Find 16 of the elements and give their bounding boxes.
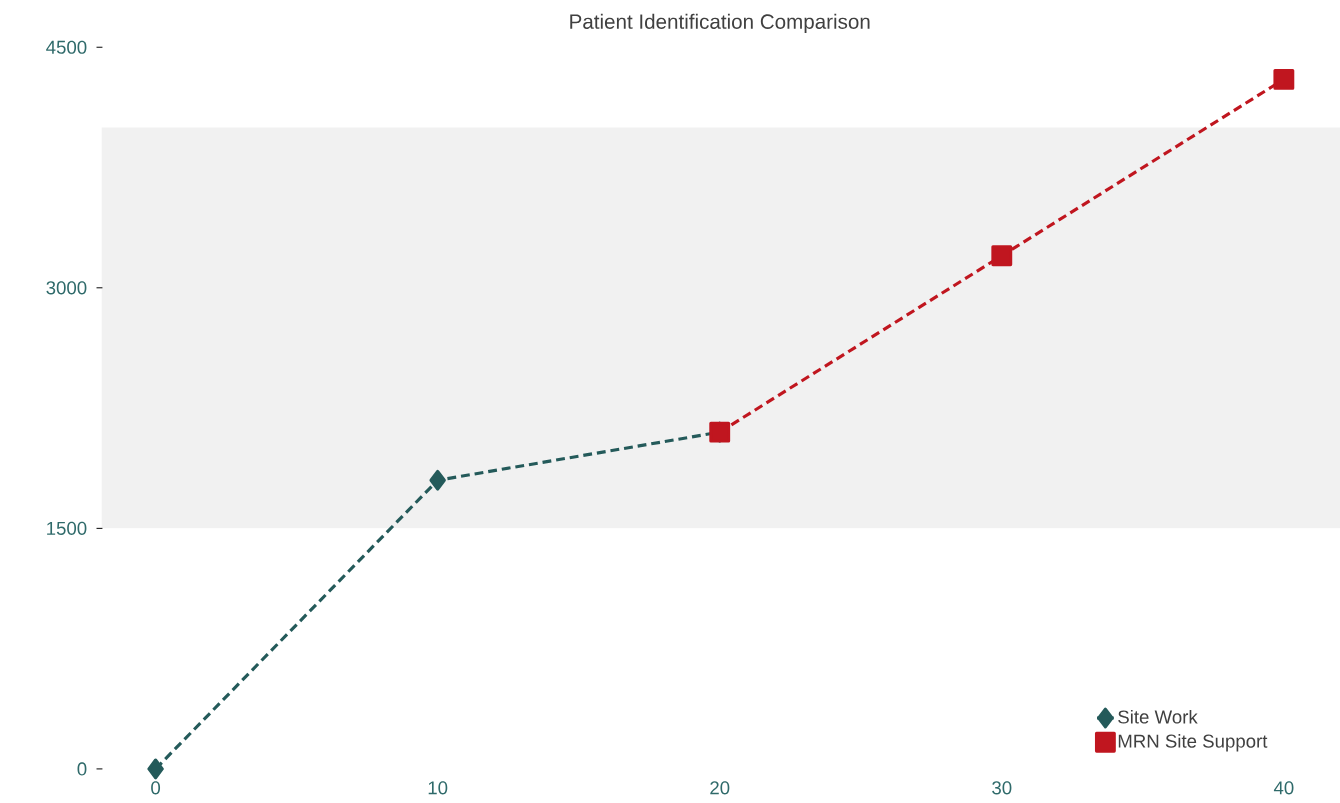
x-tick-label: 20 (710, 781, 730, 795)
legend-label: Site Work (1118, 709, 1198, 724)
x-tick-label: 40 (1273, 781, 1294, 795)
point (991, 245, 1013, 266)
legend-label: MRN Site Support (1118, 733, 1268, 752)
point (147, 758, 164, 780)
y-tick-label: 4500 (46, 40, 87, 54)
point (429, 469, 446, 491)
x-tick-label: 30 (992, 781, 1012, 795)
x-tick-label: 10 (428, 781, 448, 795)
chart-title: Patient Identification Comparison (570, 13, 870, 33)
y-tick-label: 3000 (46, 281, 87, 295)
point (1273, 68, 1295, 90)
x-tick-label: 0 (151, 781, 161, 795)
y-tick-label: 0 (77, 762, 87, 776)
y-tick-label: 1500 (47, 521, 87, 535)
